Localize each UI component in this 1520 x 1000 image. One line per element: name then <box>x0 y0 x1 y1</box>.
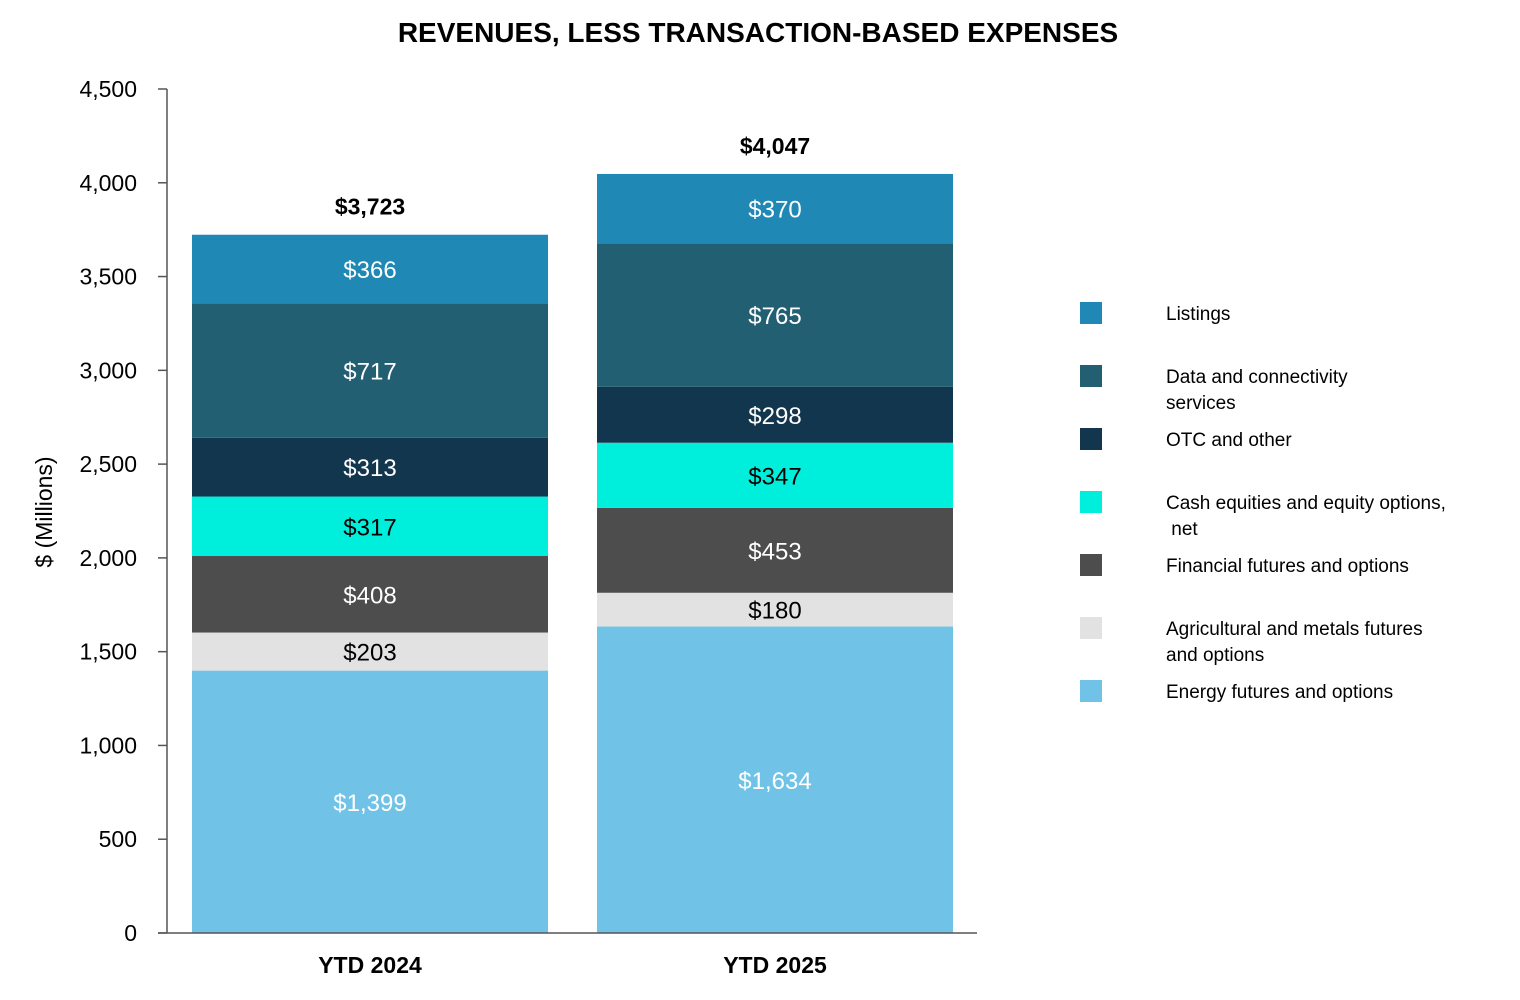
data-label: $1,399 <box>333 790 406 817</box>
legend-swatch <box>1080 302 1102 324</box>
legend-label: Energy futures and options <box>1166 682 1393 703</box>
bar-segment <box>597 626 953 933</box>
bar-segment <box>597 173 953 244</box>
y-tick-label: 2,000 <box>79 545 137 571</box>
legend-label: Financial futures and options <box>1166 556 1409 577</box>
y-tick-label: 3,000 <box>79 357 137 383</box>
legend-label: Listings <box>1166 304 1230 325</box>
legend-item: Energy futures and options <box>1080 680 1393 703</box>
total-label: $3,723 <box>335 194 405 220</box>
legend: Listings Data and connectivity services OTC… <box>1080 302 1446 703</box>
legend-swatch <box>1080 680 1102 702</box>
bars: $1,399 $203 $408 $317 $313 $717 $366 $3,723 $1,6… <box>192 133 953 933</box>
legend-label: Cash equities and equity options, net <box>1166 493 1446 540</box>
bar-segment <box>192 234 548 304</box>
y-tick-label: 2,500 <box>79 451 137 477</box>
y-tick-label: 0 <box>124 920 137 946</box>
legend-swatch <box>1080 365 1102 387</box>
legend-label: OTC and other <box>1166 430 1292 451</box>
legend-swatch <box>1080 554 1102 576</box>
bar-segment <box>597 243 953 387</box>
data-label: $1,634 <box>738 768 811 795</box>
y-tick-label: 4,000 <box>79 170 137 196</box>
data-label: $203 <box>343 640 396 667</box>
legend-item: Cash equities and equity options, net <box>1080 491 1446 540</box>
legend-swatch <box>1080 428 1102 450</box>
bar-segment <box>192 556 548 633</box>
total-label: $4,047 <box>740 133 810 159</box>
y-axis-label: $ (Millions) <box>31 456 57 567</box>
y-axis: 0 500 1,000 1,500 2,000 2,500 3,000 3,500 4,000 4… <box>79 76 168 946</box>
x-axis: YTD 2024 YTD 2025 <box>158 932 977 978</box>
bar-segment <box>597 592 953 627</box>
legend-label: Agricultural and metals futures and optio… <box>1166 619 1423 666</box>
bar-segment <box>597 442 953 508</box>
data-label: $180 <box>748 598 801 625</box>
data-label: $765 <box>748 303 801 330</box>
x-tick-label: YTD 2025 <box>723 952 827 978</box>
y-tick-label: 500 <box>99 826 137 852</box>
legend-swatch <box>1080 617 1102 639</box>
data-label: $717 <box>343 359 396 386</box>
bar-segment <box>192 303 548 438</box>
legend-item: Financial futures and options <box>1080 554 1409 577</box>
y-tick-label: 1,500 <box>79 639 137 665</box>
legend-item: Agricultural and metals futures and optio… <box>1080 617 1423 666</box>
y-tick-label: 3,500 <box>79 264 137 290</box>
bar-segment <box>192 496 548 557</box>
x-tick-label: YTD 2024 <box>318 952 422 978</box>
data-label: $347 <box>748 463 801 490</box>
data-label: $298 <box>748 403 801 430</box>
chart-title: REVENUES, LESS TRANSACTION-BASED EXPENSE… <box>398 17 1118 48</box>
legend-item: Data and connectivity services <box>1080 365 1348 414</box>
data-label: $370 <box>748 197 801 224</box>
data-label: $408 <box>343 582 396 609</box>
legend-item: Listings <box>1080 302 1230 325</box>
bar-segment <box>192 670 548 933</box>
legend-swatch <box>1080 491 1102 513</box>
legend-item: OTC and other <box>1080 428 1292 451</box>
y-tick-label: 4,500 <box>79 76 137 102</box>
bar-segment <box>597 507 953 593</box>
data-label: $313 <box>343 455 396 482</box>
y-tick-label: 1,000 <box>79 732 137 758</box>
data-label: $366 <box>343 257 396 284</box>
bar-segment <box>597 386 953 443</box>
data-label: $453 <box>748 538 801 565</box>
bar-segment <box>192 632 548 671</box>
legend-label: Data and connectivity services <box>1166 367 1348 414</box>
data-label: $317 <box>343 514 396 541</box>
bar-segment <box>192 437 548 497</box>
